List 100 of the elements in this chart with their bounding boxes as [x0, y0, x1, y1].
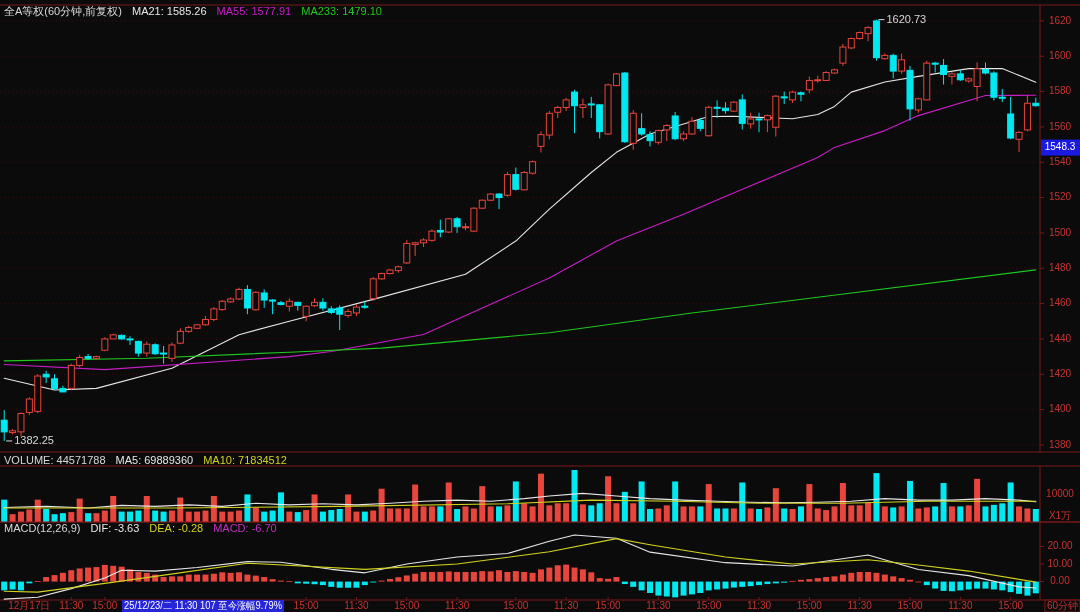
bar	[43, 509, 50, 522]
x-tick-label: 15:00	[595, 599, 622, 611]
bar	[546, 505, 553, 522]
text: MA10: 71834512	[203, 453, 287, 466]
bar	[479, 571, 486, 582]
bar	[915, 508, 922, 522]
bar	[210, 573, 217, 582]
bar	[873, 572, 880, 582]
bar	[848, 572, 855, 582]
bar	[1, 581, 8, 591]
bar	[445, 482, 452, 522]
x-tick-label: 15:00	[897, 599, 923, 611]
bar	[974, 581, 981, 589]
bar	[336, 581, 343, 588]
bar	[395, 577, 402, 582]
candlestick	[84, 353, 92, 361]
y-tick-label: 1440	[1048, 332, 1072, 344]
bar	[839, 483, 846, 522]
bar	[236, 572, 243, 582]
bar	[462, 571, 469, 582]
candlestick	[797, 91, 805, 102]
candlestick	[42, 370, 50, 384]
text: DEA: -0.28	[149, 521, 204, 534]
annotation: 1620.73	[886, 12, 927, 25]
bar	[395, 508, 402, 522]
bar	[814, 508, 821, 522]
bar	[529, 506, 536, 522]
bar	[848, 505, 855, 522]
text: MA5: 69889360	[115, 453, 194, 466]
bar	[890, 576, 897, 582]
chart-title: 全A等权(60分钟,前复权)	[4, 4, 122, 17]
bar	[420, 571, 427, 582]
bar	[856, 505, 863, 522]
y-tick-label: 1500	[1048, 226, 1072, 238]
bar	[756, 509, 763, 522]
x-tick-label: 15:00	[92, 599, 118, 611]
text: X1万	[1048, 509, 1072, 521]
bar	[504, 571, 511, 582]
candlestick	[252, 290, 260, 312]
bar	[194, 574, 201, 582]
candlestick	[579, 98, 587, 119]
bar	[177, 576, 184, 582]
bar	[739, 482, 746, 522]
bar	[454, 571, 461, 582]
bar	[638, 581, 645, 591]
candlestick	[671, 111, 679, 141]
bar	[303, 510, 310, 522]
candlestick	[940, 58, 948, 86]
text: MA233: 1479.10	[301, 4, 382, 17]
bar	[898, 578, 905, 582]
bar	[345, 494, 352, 522]
bar	[613, 503, 620, 522]
bar	[269, 579, 276, 582]
bar	[831, 576, 838, 582]
bar	[999, 503, 1006, 522]
candlestick	[243, 284, 251, 315]
bar	[823, 510, 830, 522]
bar	[605, 578, 612, 582]
bar	[512, 571, 519, 582]
bar	[579, 504, 586, 522]
candlestick	[889, 53, 897, 79]
text: 10000	[1046, 487, 1075, 499]
bar	[923, 507, 930, 522]
bar	[244, 574, 251, 582]
bar	[445, 571, 452, 582]
bar	[797, 506, 804, 522]
y-tick-label: 1400	[1048, 403, 1072, 415]
x-tick-label: 15:00	[503, 599, 529, 611]
bar	[663, 581, 670, 597]
bar	[529, 572, 536, 582]
bar	[512, 481, 519, 522]
bar	[605, 476, 612, 522]
bar	[227, 572, 234, 582]
bar	[1007, 482, 1014, 522]
bar	[1024, 581, 1031, 596]
bar	[655, 508, 662, 522]
bar	[932, 581, 939, 589]
bar	[865, 502, 872, 522]
bar	[412, 573, 419, 582]
bar	[957, 506, 964, 522]
bar	[328, 581, 335, 587]
bar	[1016, 506, 1023, 522]
bar	[537, 473, 544, 522]
bar	[85, 513, 92, 522]
bar	[982, 506, 989, 522]
bar	[697, 506, 704, 522]
x-tick-label: 11:30	[444, 599, 470, 611]
bar	[202, 574, 209, 582]
bar	[59, 572, 66, 582]
bar	[101, 564, 108, 582]
candlestick	[948, 71, 956, 86]
bar	[17, 581, 24, 591]
bar	[68, 512, 75, 522]
bar	[680, 581, 687, 596]
bar	[789, 509, 796, 522]
bar	[990, 504, 997, 522]
bar	[638, 481, 645, 522]
bar	[168, 576, 175, 582]
bar	[261, 577, 268, 582]
bar	[1, 499, 8, 522]
